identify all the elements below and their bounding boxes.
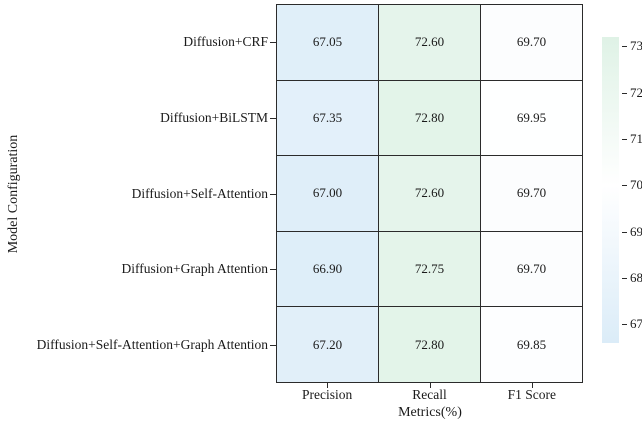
heatmap-cell: 67.00 xyxy=(277,156,378,231)
heatmap-grid: 67.05 72.60 69.70 67.35 72.80 69.95 67.00 72.60… xyxy=(276,4,583,383)
column-label: Recall xyxy=(412,387,447,402)
colorbar-tick-label: 72 xyxy=(630,84,642,100)
row-tick xyxy=(270,193,276,195)
column-label: F1 Score xyxy=(507,387,557,402)
heatmap-cell: 66.90 xyxy=(277,231,378,307)
heatmap-cell: 67.20 xyxy=(277,307,378,382)
colorbar-tick-label: 69 xyxy=(630,223,642,239)
heatmap-cell: 72.80 xyxy=(379,80,480,156)
column-label: Precision xyxy=(302,387,353,402)
colorbar-tick xyxy=(622,324,627,326)
row-tick xyxy=(270,117,276,119)
heatmap-cell: 69.95 xyxy=(481,80,582,156)
column-tick xyxy=(531,383,533,388)
column-tick xyxy=(429,383,431,388)
x-axis-label: Metrics(%) xyxy=(398,405,462,420)
colorbar xyxy=(602,37,619,343)
heatmap-cell: 67.35 xyxy=(277,80,378,156)
colorbar-tick-label: 71 xyxy=(630,131,642,146)
heatmap-cell: 72.60 xyxy=(379,156,480,231)
row-label: Diffusion+CRF xyxy=(183,33,268,49)
heatmap-cell: 69.70 xyxy=(481,231,582,307)
heatmap-cell: 69.85 xyxy=(481,307,582,382)
heatmap-cell: 72.80 xyxy=(379,307,480,382)
colorbar-tick xyxy=(622,278,627,280)
colorbar-tick-label: 68 xyxy=(630,270,642,286)
colorbar-tick xyxy=(622,92,627,94)
colorbar-tick-label: 67 xyxy=(630,316,642,332)
row-label: Diffusion+Self-Attention xyxy=(131,185,268,201)
colorbar-tick xyxy=(622,185,627,187)
colorbar-tick xyxy=(622,139,627,140)
colorbar-tick-label: 70 xyxy=(630,177,642,193)
row-label: Diffusion+Graph Attention xyxy=(121,261,268,277)
heatmap-cell: 72.75 xyxy=(379,231,480,307)
heatmap-cell: 69.70 xyxy=(481,5,582,80)
row-tick xyxy=(270,345,276,347)
row-tick xyxy=(270,41,276,43)
row-label: Diffusion+BiLSTM xyxy=(160,109,268,125)
row-tick xyxy=(270,269,276,271)
heatmap-cell: 67.05 xyxy=(277,5,378,80)
column-tick xyxy=(327,383,329,388)
colorbar-tick xyxy=(622,231,627,233)
row-label: Diffusion+Self-Attention+Graph Attention xyxy=(36,337,268,353)
heatmap-cell: 69.70 xyxy=(481,156,582,231)
colorbar-tick-label: 73 xyxy=(630,38,642,54)
heatmap-cell: 72.60 xyxy=(379,5,480,80)
colorbar-tick xyxy=(622,46,627,48)
